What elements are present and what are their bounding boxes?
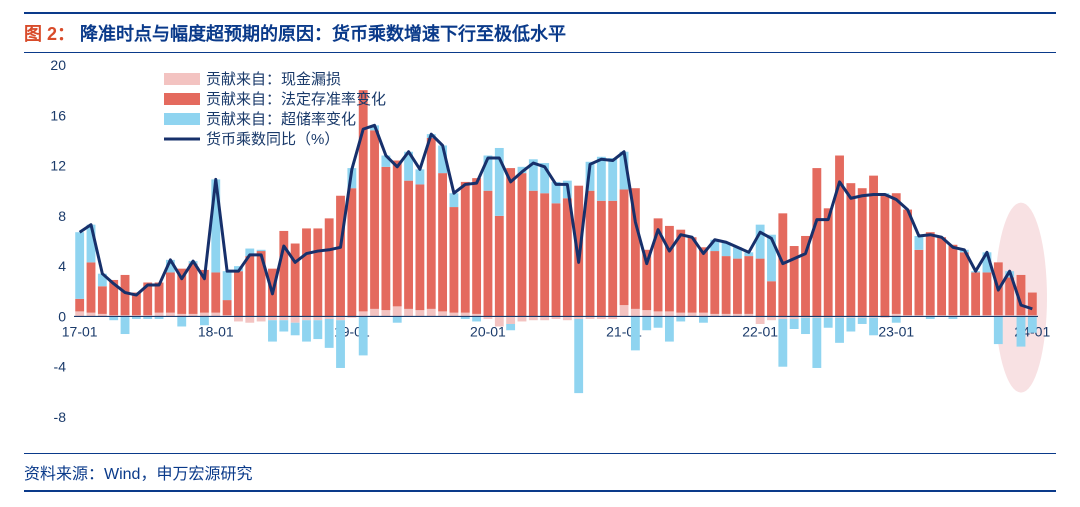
svg-text:贡献来自：现金漏损: 贡献来自：现金漏损	[206, 71, 341, 88]
svg-text:贡献来自：超储率变化: 贡献来自：超储率变化	[206, 111, 356, 128]
svg-text:0: 0	[58, 308, 66, 324]
svg-text:12: 12	[50, 158, 66, 174]
title-text: 降准时点与幅度超预期的原因：货币乘数增速下行至极低水平	[80, 24, 566, 44]
svg-text:8: 8	[58, 208, 66, 224]
chart-area: -8-404812162017-0118-0119-0120-0121-0122…	[24, 53, 1056, 453]
svg-text:20: 20	[50, 57, 66, 73]
chart-svg: -8-404812162017-0118-0119-0120-0121-0122…	[24, 53, 1056, 453]
figure-label: 图 2：	[24, 24, 75, 44]
chart-title: 图 2： 降准时点与幅度超预期的原因：货币乘数增速下行至极低水平	[24, 20, 1056, 46]
svg-text:22-01: 22-01	[742, 323, 778, 339]
svg-text:-4: -4	[54, 359, 67, 375]
svg-text:贡献来自：法定存准率变化: 贡献来自：法定存准率变化	[206, 91, 386, 108]
svg-text:-8: -8	[54, 409, 67, 425]
svg-text:23-01: 23-01	[878, 323, 914, 339]
svg-text:货币乘数同比（%）: 货币乘数同比（%）	[206, 131, 339, 148]
svg-text:17-01: 17-01	[62, 323, 98, 339]
svg-text:4: 4	[58, 258, 66, 274]
source-bar: 资料来源：Wind，申万宏源研究	[24, 453, 1056, 492]
chart-header: 图 2： 降准时点与幅度超预期的原因：货币乘数增速下行至极低水平	[24, 12, 1056, 53]
svg-text:16: 16	[50, 107, 66, 123]
source-text: 资料来源：Wind，申万宏源研究	[24, 466, 252, 483]
svg-text:18-01: 18-01	[198, 323, 234, 339]
